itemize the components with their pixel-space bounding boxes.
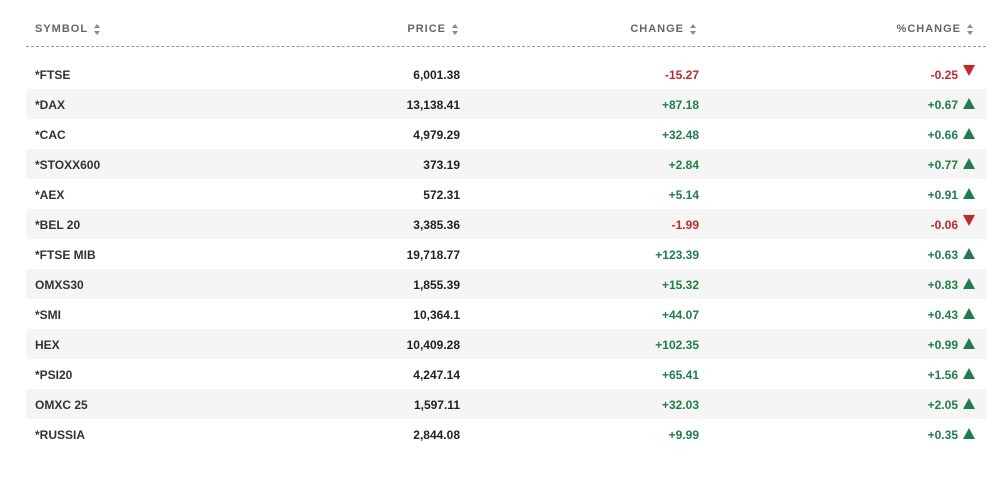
sort-icon — [94, 23, 101, 35]
table-body: *FTSE 6,001.38 -15.27 -0.25 *DAX 13,138.… — [26, 59, 986, 449]
table-row-6[interactable]: *FTSE MIB 19,718.77 +123.39 +0.63 — [26, 239, 986, 269]
symbol-link[interactable]: *AEX — [35, 188, 65, 202]
arrow-up-icon — [963, 338, 975, 349]
table-row-2[interactable]: *CAC 4,979.29 +32.48 +0.66 — [26, 119, 986, 149]
pct-change-header-label: %CHANGE — [896, 23, 961, 35]
arrow-up-icon — [963, 398, 975, 409]
table-row-9[interactable]: HEX 10,409.28 +102.35 +0.99 — [26, 329, 986, 359]
arrow-down-icon — [963, 215, 975, 226]
change-value: +15.32 — [661, 278, 699, 292]
price-value: 10,409.28 — [406, 338, 460, 352]
arrow-up-icon — [963, 128, 975, 139]
symbol-link[interactable]: *FTSE MIB — [35, 248, 96, 262]
price-value: 2,844.08 — [413, 428, 460, 442]
symbol-link[interactable]: *SMI — [35, 308, 62, 322]
change-value: +32.03 — [661, 398, 699, 412]
price-value: 572.31 — [423, 188, 460, 202]
price-value: 10,364.1 — [413, 308, 460, 322]
change-value: +44.07 — [661, 308, 699, 322]
change-value: +87.18 — [661, 98, 699, 112]
price-value: 1,597.11 — [413, 398, 460, 412]
symbol-link[interactable]: OMXS30 — [35, 278, 84, 292]
pct-change-value: -0.06 — [930, 218, 958, 232]
arrow-up-icon — [963, 188, 975, 199]
symbol-header-label: SYMBOL — [35, 23, 89, 35]
pct-change-value: +0.67 — [927, 98, 958, 112]
price-value: 3,385.36 — [413, 218, 460, 232]
price-value: 13,138.41 — [406, 98, 460, 112]
pct-change-value: +0.91 — [927, 188, 958, 202]
pct-change-value: +0.66 — [927, 128, 958, 142]
change-value: -15.27 — [664, 68, 699, 82]
sort-icon — [452, 23, 458, 35]
symbol-link[interactable]: *FTSE — [35, 68, 71, 82]
market-table: SYMBOL PRICE CHANGE %CHANGE *FTSE 6,001.… — [26, 14, 986, 449]
pct-change-value: +0.99 — [927, 338, 958, 352]
sort-by-change-header[interactable]: CHANGE — [630, 23, 696, 35]
arrow-up-icon — [963, 368, 975, 379]
change-value: +5.14 — [668, 188, 699, 202]
sort-by-pct-change-header[interactable]: %CHANGE — [897, 23, 973, 35]
price-value: 6,001.38 — [413, 68, 460, 82]
table-row-3[interactable]: *STOXX600 373.19 +2.84 +0.77 — [26, 149, 986, 179]
pct-change-value: +2.05 — [927, 398, 958, 412]
arrow-up-icon — [963, 278, 975, 289]
arrow-up-icon — [963, 308, 975, 319]
pct-change-value: +0.77 — [927, 158, 958, 172]
price-value: 4,979.29 — [413, 128, 460, 142]
price-value: 373.19 — [423, 158, 460, 172]
change-value: +123.39 — [655, 248, 699, 262]
table-row-5[interactable]: *BEL 20 3,385.36 -1.99 -0.06 — [26, 209, 986, 239]
table-row-11[interactable]: OMXC 25 1,597.11 +32.03 +2.05 — [26, 389, 986, 419]
symbol-link[interactable]: OMXC 25 — [35, 398, 88, 412]
symbol-link[interactable]: *BEL 20 — [35, 218, 81, 232]
table-row-1[interactable]: *DAX 13,138.41 +87.18 +0.67 — [26, 89, 986, 119]
pct-change-value: +0.43 — [927, 308, 958, 322]
symbol-link[interactable]: *DAX — [35, 98, 66, 112]
symbol-link[interactable]: HEX — [35, 338, 60, 352]
change-value: +9.99 — [668, 428, 699, 442]
change-value: +2.84 — [668, 158, 699, 172]
price-value: 19,718.77 — [406, 248, 460, 262]
change-value: -1.99 — [671, 218, 699, 232]
pct-change-value: -0.25 — [930, 68, 958, 82]
pct-change-value: +1.56 — [927, 368, 958, 382]
arrow-up-icon — [963, 248, 975, 259]
pct-change-value: +0.35 — [927, 428, 958, 442]
table-row-10[interactable]: *PSI20 4,247.14 +65.41 +1.56 — [26, 359, 986, 389]
sort-by-symbol-header[interactable]: SYMBOL — [35, 23, 101, 35]
table-row-4[interactable]: *AEX 572.31 +5.14 +0.91 — [26, 179, 986, 209]
arrow-down-icon — [963, 65, 975, 76]
table-row-0[interactable]: *FTSE 6,001.38 -15.27 -0.25 — [26, 59, 986, 89]
pct-change-value: +0.83 — [927, 278, 958, 292]
symbol-link[interactable]: *RUSSIA — [35, 428, 86, 442]
arrow-up-icon — [963, 428, 975, 439]
sort-icon — [690, 23, 696, 35]
change-header-label: CHANGE — [630, 23, 684, 35]
table-row-8[interactable]: *SMI 10,364.1 +44.07 +0.43 — [26, 299, 986, 329]
change-value: +32.48 — [661, 128, 699, 142]
sort-by-price-header[interactable]: PRICE — [407, 23, 458, 35]
change-value: +102.35 — [655, 338, 699, 352]
symbol-link[interactable]: *STOXX600 — [35, 158, 101, 172]
pct-change-value: +0.63 — [927, 248, 958, 262]
arrow-up-icon — [963, 158, 975, 169]
sort-icon — [967, 23, 973, 35]
price-value: 4,247.14 — [413, 368, 460, 382]
price-header-label: PRICE — [407, 23, 446, 35]
symbol-link[interactable]: *CAC — [35, 128, 66, 142]
price-value: 1,855.39 — [413, 278, 460, 292]
arrow-up-icon — [963, 98, 975, 109]
table-header: SYMBOL PRICE CHANGE %CHANGE — [26, 14, 986, 47]
symbol-link[interactable]: *PSI20 — [35, 368, 73, 382]
table-row-12[interactable]: *RUSSIA 2,844.08 +9.99 +0.35 — [26, 419, 986, 449]
change-value: +65.41 — [661, 368, 699, 382]
table-row-7[interactable]: OMXS30 1,855.39 +15.32 +0.83 — [26, 269, 986, 299]
